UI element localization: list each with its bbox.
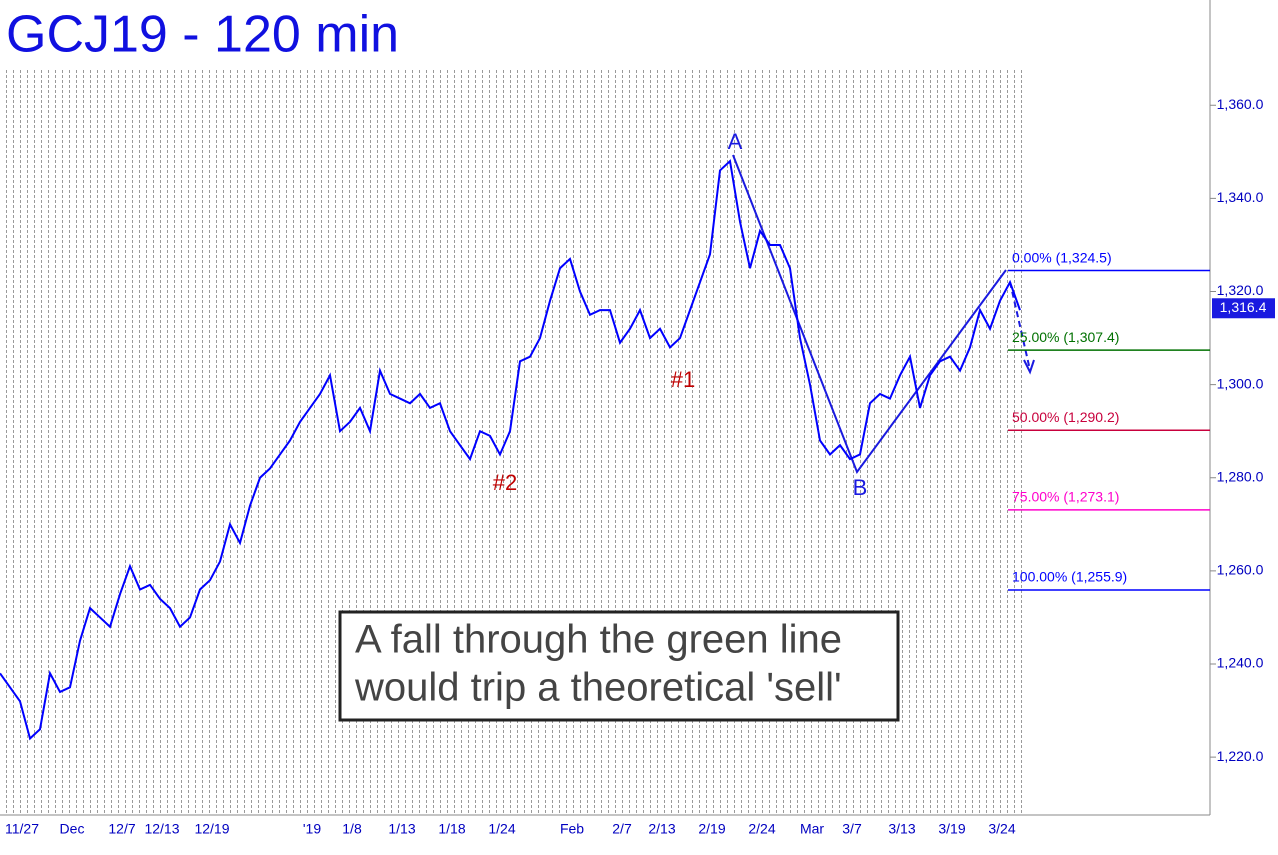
abc-line <box>732 154 1007 475</box>
pattern-lines <box>732 154 1035 475</box>
last-price-label: 1,316.4 <box>1220 299 1267 315</box>
y-tick-label: 1,360.0 <box>1217 96 1264 112</box>
x-tick-label: 12/7 <box>108 821 135 837</box>
x-tick-label: 12/19 <box>194 821 229 837</box>
annotation-box <box>338 610 900 722</box>
fib-label: 75.00% (1,273.1) <box>1012 489 1119 505</box>
fib-label: 50.00% (1,290.2) <box>1012 409 1119 425</box>
x-tick-label: 2/24 <box>748 821 775 837</box>
fib-label: 25.00% (1,307.4) <box>1012 329 1119 345</box>
projection-arrow <box>1009 281 1031 371</box>
y-tick-label: 1,320.0 <box>1217 282 1264 298</box>
last-price-box <box>1212 298 1275 319</box>
y-tick-label: 1,300.0 <box>1217 375 1264 391</box>
x-tick-label: 3/13 <box>888 821 915 837</box>
x-tick-label: 1/24 <box>488 821 515 837</box>
y-tick-label: 1,280.0 <box>1217 468 1264 484</box>
x-tick-label: 11/27 <box>5 821 39 837</box>
y-tick-label: 1,240.0 <box>1217 655 1264 671</box>
fib-label: 100.00% (1,255.9) <box>1012 569 1127 585</box>
x-tick-label: 3/24 <box>988 821 1015 837</box>
arrow-head <box>1023 359 1035 375</box>
fib-label: 0.00% (1,324.5) <box>1012 249 1112 265</box>
point-label: #1 <box>671 367 695 392</box>
x-tick-label: 3/7 <box>842 821 862 837</box>
x-tick-label: 12/13 <box>144 821 179 837</box>
point-label: #2 <box>493 470 517 495</box>
annotation-text: would trip a theoretical 'sell' <box>354 666 842 710</box>
x-tick-label: 1/18 <box>438 821 465 837</box>
chart-title: GCJ19 - 120 min <box>6 6 399 64</box>
annotation-text: A fall through the green line <box>355 618 842 662</box>
x-tick-label: 2/13 <box>648 821 675 837</box>
x-tick-label: 3/19 <box>938 821 965 837</box>
x-tick-label: 2/19 <box>698 821 725 837</box>
x-tick-label: Dec <box>60 821 85 837</box>
y-tick-label: 1,260.0 <box>1217 562 1264 578</box>
x-tick-label: Mar <box>800 821 824 837</box>
x-tick-label: 1/13 <box>388 821 415 837</box>
y-tick-label: 1,340.0 <box>1217 189 1264 205</box>
point-label: B <box>853 475 868 500</box>
x-tick-label: 2/7 <box>612 821 632 837</box>
price-line <box>0 159 1021 741</box>
x-tick-label: 1/8 <box>342 821 362 837</box>
y-tick-label: 1,220.0 <box>1217 748 1264 764</box>
x-tick-label: '19 <box>303 821 321 837</box>
point-label: A <box>728 129 743 154</box>
x-tick-label: Feb <box>560 821 584 837</box>
